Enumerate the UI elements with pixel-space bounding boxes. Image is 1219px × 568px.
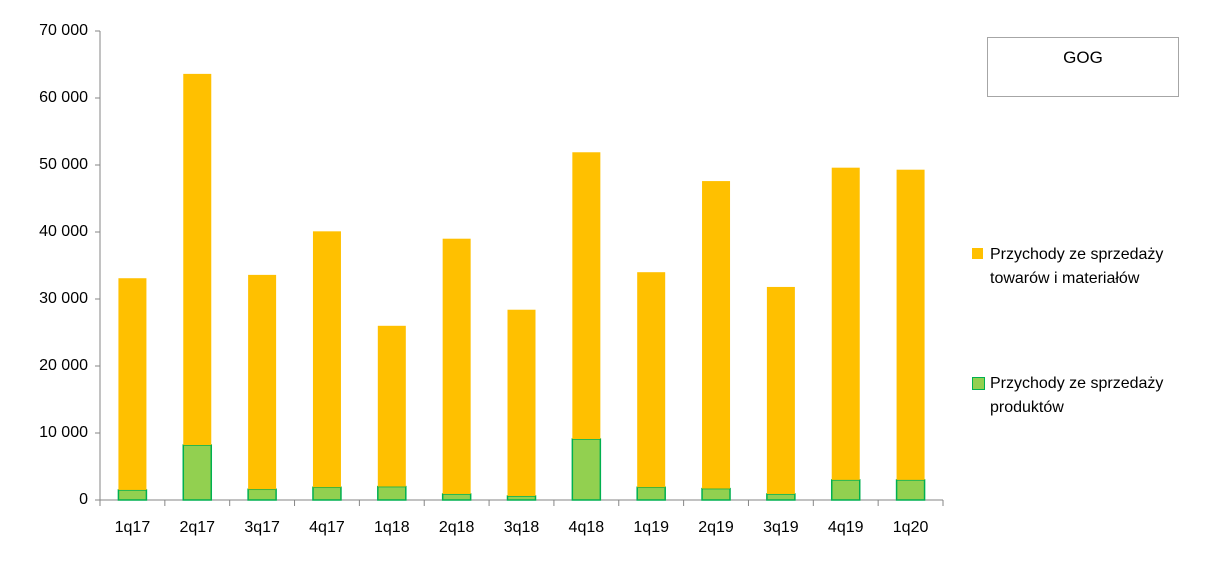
bar-segment [377,325,406,487]
bar-segment [248,274,277,490]
bar-segment [571,438,602,501]
legend-swatch [972,248,983,259]
x-tick-label: 3q19 [763,519,799,536]
y-tick-label: 70 000 [39,22,88,39]
y-tick-label: 20 000 [39,357,88,374]
bar-segment [766,286,795,494]
y-tick-label: 30 000 [39,290,88,307]
bar-segment [572,152,601,440]
y-tick-label: 60 000 [39,89,88,106]
bar-segment [637,272,666,488]
y-tick-label: 40 000 [39,223,88,240]
legend-swatch [972,377,985,390]
x-tick-label: 3q17 [244,519,280,536]
bar-segment [312,486,342,501]
bar-segment [183,73,212,446]
x-tick-label: 4q17 [309,519,345,536]
y-tick-label: 50 000 [39,156,88,173]
bar-segment [830,479,861,501]
x-tick-label: 3q18 [504,519,540,536]
chart-title: GOG [987,37,1179,97]
x-tick-label: 1q19 [633,519,669,536]
bar-segment [118,278,147,490]
x-tick-label: 1q20 [893,519,929,536]
y-tick-label: 10 000 [39,424,88,441]
x-tick-label: 4q19 [828,519,864,536]
bar-segment [766,493,796,501]
bar-segment [702,181,731,489]
bar-segment [441,493,472,501]
y-tick-label: 0 [79,491,88,508]
x-tick-label: 1q18 [374,519,410,536]
bar-segment [182,444,213,501]
legend-label: Przychody ze sprzedaży produktów [990,375,1164,416]
bar-segment [895,479,926,501]
bar-segment [831,167,860,480]
bar-segment [442,238,471,494]
bar-segment [247,488,277,501]
x-tick-label: 4q18 [569,519,605,536]
bar-segment [896,169,925,480]
legend-label: Przychody ze sprzedaży towarów i materia… [990,246,1164,287]
bar-segment [701,487,731,501]
bar-segment [312,231,341,488]
bar-segment [636,486,666,501]
bar-segment [117,489,148,501]
bar-segment [507,309,536,496]
x-tick-label: 2q19 [698,519,734,536]
x-tick-label: 2q17 [179,519,215,536]
x-tick-label: 1q17 [115,519,151,536]
bar-segment [506,495,537,501]
bar-segment [377,485,407,501]
x-tick-label: 2q18 [439,519,475,536]
